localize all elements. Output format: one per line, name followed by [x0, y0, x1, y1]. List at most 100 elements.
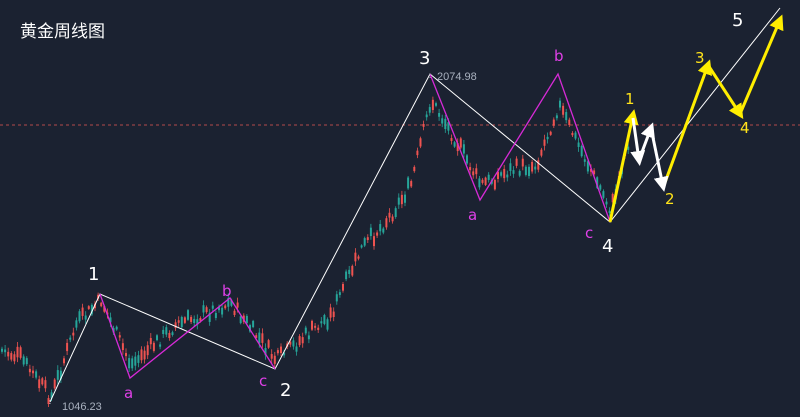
- candle-body-7: [22, 356, 25, 365]
- low-price-label: 1046.23: [62, 401, 102, 413]
- candle-body-130: [404, 194, 406, 203]
- candle-body-45: [140, 349, 143, 361]
- candle-body-97: [301, 337, 304, 344]
- candle-body-23: [72, 332, 75, 336]
- candle-body-86: [267, 340, 270, 348]
- candle-body-17: [53, 379, 56, 389]
- wave-label-3-2: 3: [419, 48, 430, 69]
- candle-body-166: [515, 158, 518, 166]
- wave-label-5-4: 5: [732, 10, 743, 31]
- candle-body-116: [360, 245, 363, 248]
- candle-body-131: [407, 177, 410, 189]
- candle-body-196: [608, 210, 611, 213]
- candle-body-53: [165, 327, 168, 335]
- candle-body-12: [38, 379, 41, 389]
- candle-body-8: [25, 358, 28, 365]
- candle-body-186: [577, 142, 580, 147]
- candle-body-137: [425, 114, 428, 118]
- candle-body-160: [497, 171, 499, 179]
- wave-label-b-9: b: [554, 47, 564, 65]
- candle-body-70: [218, 307, 220, 311]
- candle-body-14: [44, 380, 47, 389]
- candle-body-9: [28, 368, 31, 373]
- yellow-projection: [608, 14, 784, 223]
- candle-body-188: [583, 159, 586, 162]
- candle-body-126: [391, 216, 394, 222]
- wave-label-4-14: 4: [740, 119, 750, 137]
- candle-body-132: [410, 181, 413, 187]
- candle-body-118: [366, 237, 369, 241]
- candle-body-167: [518, 171, 521, 176]
- candle-body-187: [580, 145, 583, 157]
- candle-body-66: [205, 307, 208, 313]
- candle-body-174: [540, 149, 543, 156]
- candle-body-57: [177, 320, 180, 323]
- candle-body-62: [193, 318, 196, 324]
- candle-body-42: [131, 358, 134, 369]
- candle-body-73: [227, 297, 230, 307]
- candle-body-71: [221, 307, 224, 315]
- white-projection-zigzag: [630, 117, 669, 192]
- candle-body-55: [171, 332, 174, 336]
- candle-body-155: [481, 179, 484, 183]
- candle-body-109: [338, 292, 341, 295]
- candle-body-11: [35, 371, 38, 378]
- candle-body-144: [447, 122, 450, 131]
- candle-body-72: [224, 305, 227, 309]
- candle-body-195: [605, 201, 608, 205]
- candle-body-178: [552, 119, 555, 126]
- candle-body-13: [41, 378, 44, 385]
- candle-body-49: [152, 342, 155, 351]
- candle-body-76: [236, 302, 239, 308]
- candle-body-95: [295, 346, 298, 352]
- candle-body-1: [4, 349, 7, 353]
- candle-body-113: [351, 265, 354, 276]
- candle-body-177: [549, 131, 552, 135]
- candle-body-169: [524, 166, 527, 175]
- candle-body-139: [431, 99, 434, 110]
- candle-body-83: [258, 332, 261, 344]
- candlestick-series: [1, 96, 630, 407]
- candle-body-149: [462, 144, 465, 154]
- candle-body-176: [546, 136, 549, 140]
- wave-label-a-5: a: [124, 384, 133, 402]
- yellow-wave-5-arrow: [738, 14, 784, 115]
- candle-body-51: [159, 344, 162, 347]
- candle-body-68: [211, 305, 214, 309]
- candle-body-28: [87, 306, 90, 309]
- wave-label-a-8: a: [468, 206, 477, 224]
- candle-body-172: [534, 166, 537, 170]
- candle-body-123: [382, 228, 385, 233]
- candle-body-181: [562, 105, 565, 115]
- high-price-label: 2074.98: [437, 71, 477, 83]
- candle-body-179: [555, 115, 558, 119]
- candle-body-106: [329, 307, 332, 318]
- white-up-arrow: [637, 122, 655, 161]
- candle-body-151: [469, 167, 472, 171]
- candle-body-52: [162, 329, 165, 335]
- candle-body-161: [500, 172, 503, 176]
- candle-body-129: [400, 194, 403, 205]
- candle-body-69: [214, 313, 217, 319]
- wave-label-1-11: 1: [625, 90, 635, 108]
- candle-body-67: [208, 312, 211, 322]
- candle-body-150: [466, 155, 468, 164]
- candle-body-41: [128, 358, 131, 369]
- candle-body-100: [311, 320, 313, 330]
- candle-body-25: [78, 311, 81, 322]
- candle-body-194: [602, 191, 605, 198]
- candle-body-114: [354, 252, 357, 262]
- candle-body-27: [84, 315, 87, 320]
- candle-body-133: [413, 166, 416, 172]
- candle-body-127: [394, 208, 397, 217]
- candle-body-138: [428, 107, 431, 113]
- candle-body-111: [345, 271, 348, 280]
- candle-body-148: [459, 138, 462, 148]
- candle-body-6: [19, 347, 22, 358]
- candle-body-31: [97, 294, 100, 299]
- candle-body-146: [453, 142, 456, 147]
- candle-body-141: [438, 113, 441, 117]
- candle-body-96: [298, 336, 301, 346]
- candle-body-90: [280, 346, 282, 354]
